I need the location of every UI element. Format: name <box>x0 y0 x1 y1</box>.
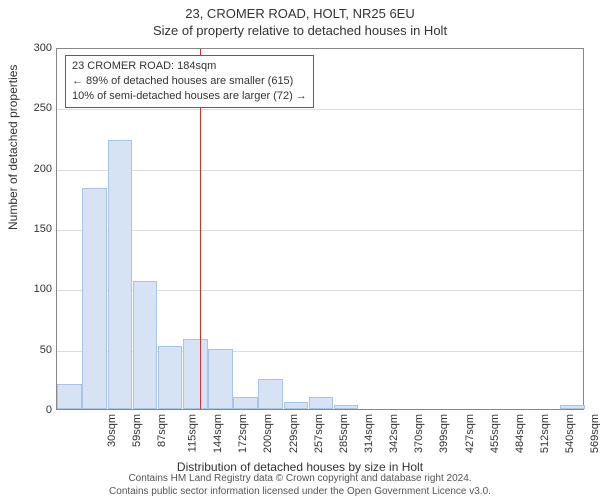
y-tick-label: 0 <box>12 404 52 416</box>
footer-line-2: Contains public sector information licen… <box>0 486 600 499</box>
histogram-bar <box>158 346 183 409</box>
chart-title: 23, CROMER ROAD, HOLT, NR25 6EU <box>0 0 600 21</box>
annotation-line-2: ← 89% of detached houses are smaller (61… <box>72 74 307 89</box>
x-tick-label: 540sqm <box>564 414 576 453</box>
x-tick-label: 59sqm <box>131 414 143 447</box>
y-tick-label: 250 <box>12 102 52 114</box>
chart-container: 23, CROMER ROAD, HOLT, NR25 6EU Size of … <box>0 0 600 500</box>
gridline <box>57 170 583 171</box>
histogram-bar <box>560 405 585 409</box>
histogram-bar <box>133 281 158 409</box>
y-tick-label: 200 <box>12 163 52 175</box>
histogram-bar <box>309 397 334 409</box>
y-tick-label: 50 <box>12 344 52 356</box>
x-tick-label: 484sqm <box>514 414 526 453</box>
x-tick-label: 172sqm <box>237 414 249 453</box>
gridline <box>57 109 583 110</box>
y-tick-label: 100 <box>12 283 52 295</box>
histogram-bar <box>258 379 283 409</box>
x-tick-label: 115sqm <box>186 414 198 452</box>
x-tick-label: 370sqm <box>413 414 425 453</box>
x-tick-label: 342sqm <box>388 414 400 453</box>
histogram-bar <box>57 384 82 409</box>
plot-area: 23 CROMER ROAD: 184sqm ← 89% of detached… <box>56 48 584 410</box>
annotation-box: 23 CROMER ROAD: 184sqm ← 89% of detached… <box>65 55 314 108</box>
x-tick-label: 314sqm <box>363 414 375 453</box>
annotation-line-3: 10% of semi-detached houses are larger (… <box>72 89 307 104</box>
x-tick-label: 427sqm <box>464 414 476 453</box>
y-tick-label: 300 <box>12 42 52 54</box>
histogram-bar <box>284 402 309 409</box>
x-axis-label: Distribution of detached houses by size … <box>0 460 600 474</box>
x-tick-label: 399sqm <box>439 414 451 453</box>
histogram-bar <box>334 405 359 409</box>
x-tick-label: 512sqm <box>539 414 551 453</box>
x-tick-label: 200sqm <box>263 414 275 453</box>
histogram-bar <box>183 339 208 409</box>
histogram-bar <box>108 140 133 409</box>
annotation-line-1: 23 CROMER ROAD: 184sqm <box>72 59 307 74</box>
x-tick-label: 229sqm <box>288 414 300 453</box>
x-tick-label: 30sqm <box>106 414 118 447</box>
histogram-bar <box>208 349 233 409</box>
x-tick-label: 257sqm <box>313 414 325 453</box>
histogram-bar <box>233 397 258 409</box>
footer-line-1: Contains HM Land Registry data © Crown c… <box>0 473 600 486</box>
x-tick-label: 87sqm <box>156 414 168 447</box>
x-tick-label: 569sqm <box>589 414 600 453</box>
histogram-bar <box>82 188 107 409</box>
gridline <box>57 230 583 231</box>
y-axis-label: Number of detached properties <box>6 65 20 230</box>
x-tick-label: 285sqm <box>338 414 350 453</box>
x-tick-label: 455sqm <box>489 414 501 453</box>
chart-subtitle: Size of property relative to detached ho… <box>0 21 600 38</box>
footer-attribution: Contains HM Land Registry data © Crown c… <box>0 473 600 498</box>
y-tick-label: 150 <box>12 223 52 235</box>
x-tick-label: 144sqm <box>212 414 224 453</box>
